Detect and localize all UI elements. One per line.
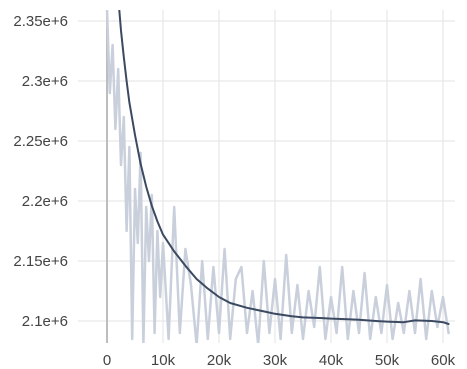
y-tick-label: 2.15e+6 (13, 253, 68, 270)
x-tick-label: 40k (319, 352, 344, 369)
x-tick-label: 50k (375, 352, 400, 369)
y-tick-label: 2.1e+6 (22, 313, 68, 330)
y-tick-label: 2.35e+6 (13, 13, 68, 30)
x-tick-label: 20k (207, 352, 232, 369)
y-tick-label: 2.2e+6 (22, 193, 68, 210)
smoothed-series-line (118, 10, 450, 325)
x-tick-label: 30k (263, 352, 288, 369)
y-axis-tick-labels: 2.35e+6 2.3e+6 2.25e+6 2.2e+6 2.15e+6 2.1e+6 (13, 13, 68, 330)
x-tick-label: 10k (151, 352, 176, 369)
y-tick-label: 2.3e+6 (22, 73, 68, 90)
grid (78, 10, 455, 343)
raw-series (105, 10, 450, 343)
raw-series-line (105, 10, 450, 343)
smoothed-series (118, 10, 450, 325)
x-tick-label: 60k (431, 352, 456, 369)
x-axis-tick-labels: 0 10k 20k 30k 40k 50k 60k (103, 352, 456, 369)
y-tick-label: 2.25e+6 (13, 133, 68, 150)
x-tick-label: 0 (103, 352, 111, 369)
